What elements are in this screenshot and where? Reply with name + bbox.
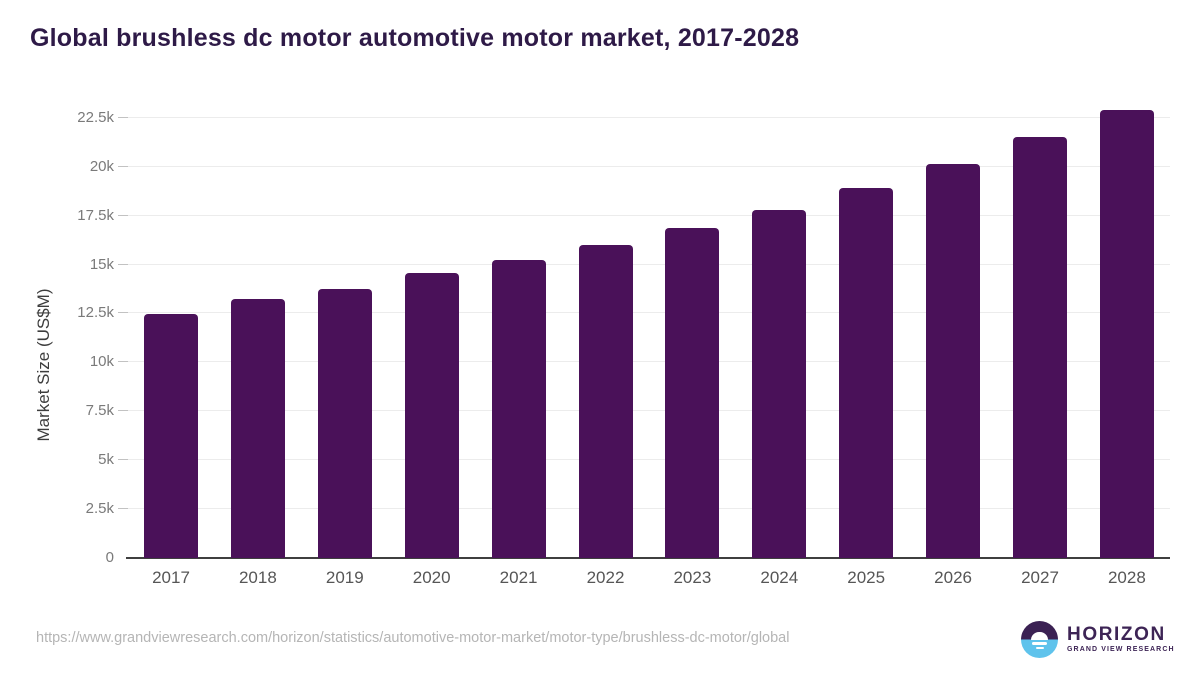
y-tick-mark bbox=[118, 410, 128, 412]
x-tick-label: 2020 bbox=[412, 568, 451, 587]
y-tick-mark bbox=[118, 116, 128, 118]
gridline bbox=[128, 361, 1170, 363]
x-tick-label: 2017 bbox=[152, 568, 190, 587]
bar-2017 bbox=[144, 313, 198, 558]
gridline bbox=[128, 116, 1170, 118]
bar-2026 bbox=[926, 163, 981, 558]
x-axis-line bbox=[126, 557, 1170, 559]
bar-2022 bbox=[578, 245, 633, 558]
gridline bbox=[128, 312, 1170, 314]
y-tick-label: 7.5k bbox=[85, 402, 114, 420]
y-tick-label: 15k bbox=[89, 255, 114, 273]
y-tick-label: 17.5k bbox=[77, 206, 114, 224]
bar-2020 bbox=[404, 273, 459, 558]
sun-shape bbox=[1031, 631, 1048, 640]
gridline bbox=[128, 165, 1170, 167]
gridline bbox=[128, 410, 1170, 412]
horizon-sunrise-icon bbox=[1021, 621, 1058, 658]
y-tick-mark bbox=[118, 165, 128, 167]
chart-title: Global brushless dc motor automotive mot… bbox=[30, 24, 800, 52]
x-tick-label: 2021 bbox=[499, 568, 538, 587]
x-tick-label: 2022 bbox=[586, 568, 625, 587]
x-tick-label: 2026 bbox=[934, 568, 972, 587]
gridline bbox=[128, 508, 1170, 510]
y-tick-label: 12.5k bbox=[77, 304, 114, 322]
x-tick-label: 2024 bbox=[760, 568, 799, 587]
gridline bbox=[128, 214, 1170, 216]
gridline bbox=[128, 459, 1170, 461]
x-tick-label: 2018 bbox=[238, 568, 277, 587]
x-tick-label: 2027 bbox=[1021, 568, 1059, 587]
y-tick-label: 5k bbox=[98, 451, 114, 469]
x-tick-label: 2028 bbox=[1107, 568, 1146, 587]
y-tick-label: 10k bbox=[89, 353, 114, 371]
bar-2023 bbox=[665, 228, 720, 558]
x-axis-tick-labels: 2017 2018 2019 2020 2021 2022 2023 2024 2025 2026… bbox=[128, 568, 1170, 598]
y-tick-mark bbox=[118, 508, 128, 510]
bar-2024 bbox=[752, 209, 807, 558]
bar-2019 bbox=[317, 289, 372, 558]
bar-2021 bbox=[491, 259, 546, 558]
y-tick-mark bbox=[118, 361, 128, 363]
y-tick-label: 0 bbox=[105, 549, 114, 566]
gridline bbox=[128, 263, 1170, 265]
y-tick-label: 20k bbox=[89, 157, 114, 175]
y-tick-mark bbox=[118, 459, 128, 461]
bar-2027 bbox=[1013, 137, 1067, 558]
logo-name: HORIZON bbox=[1067, 624, 1166, 645]
y-tick-label: 22.5k bbox=[77, 108, 114, 126]
ripple-shape bbox=[1032, 642, 1047, 645]
logo-subtitle: GRAND VIEW RESEARCH bbox=[1067, 646, 1175, 653]
plot-area bbox=[118, 108, 1170, 559]
x-tick-label: 2023 bbox=[673, 568, 712, 587]
y-tick-mark bbox=[118, 214, 128, 216]
ripple-shape bbox=[1035, 646, 1044, 649]
bar-2025 bbox=[839, 188, 894, 558]
bar-2018 bbox=[230, 299, 285, 558]
x-tick-label: 2019 bbox=[325, 568, 364, 587]
y-tick-label: 2.5k bbox=[85, 500, 114, 518]
y-tick-mark bbox=[118, 263, 128, 265]
logo-text: HORIZON GRAND VIEW RESEARCH bbox=[1067, 625, 1175, 654]
bar-2028 bbox=[1099, 110, 1154, 558]
y-axis-tick-labels: 0 2.5k 5k 7.5k 10k 12.5k 15k 17.5k 20k 22.5k bbox=[0, 108, 114, 565]
y-tick-mark bbox=[118, 312, 128, 314]
source-url: https://www.grandviewresearch.com/horizo… bbox=[36, 630, 790, 646]
brand-logo: HORIZON GRAND VIEW RESEARCH bbox=[1021, 621, 1175, 658]
x-tick-label: 2025 bbox=[847, 568, 886, 587]
